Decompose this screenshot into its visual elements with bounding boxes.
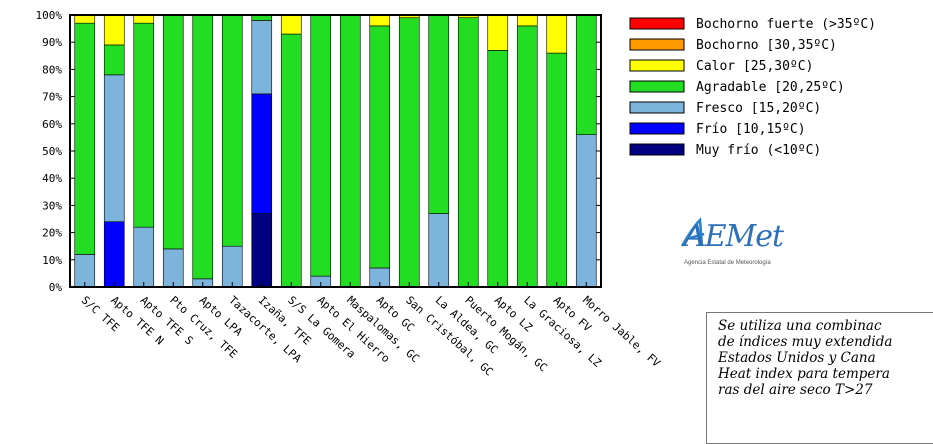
- bar-segment: [103, 74, 125, 223]
- bar-segment: [221, 14, 243, 247]
- bar-segment: [221, 245, 243, 288]
- bar-segment: [457, 17, 479, 288]
- bar-segment: [74, 14, 96, 24]
- aemet-logo: AEMet Agencia Estatal de Meteorología: [680, 217, 785, 266]
- bar-segment: [369, 25, 391, 269]
- bar-segment: [251, 93, 273, 214]
- bar-segment: [310, 14, 332, 277]
- note-text: Se utiliza una combinac de índices muy e…: [718, 318, 893, 398]
- legend: Bochorno fuerte (>35ºC) Bochorno [30,35ºC…: [629, 17, 876, 158]
- y-tick-label: 90%: [42, 36, 62, 49]
- legend-label: Bochorno fuerte (>35ºC): [696, 17, 876, 32]
- bar-segment: [575, 134, 597, 288]
- legend-swatch: [629, 122, 685, 135]
- bar-segment: [339, 14, 361, 288]
- bar-segment: [162, 248, 184, 288]
- logo-subtitle: Agencia Estatal de Meteorología: [684, 260, 771, 266]
- y-axis-ticks: 0% 10% 20% 30% 40% 50% 60% 70% 80% 90% 100%: [36, 9, 601, 294]
- bar-segment: [74, 22, 96, 255]
- legend-swatch: [629, 80, 685, 93]
- bar-segment: [398, 17, 420, 288]
- legend-label: Agradable [20,25ºC): [696, 80, 845, 95]
- y-tick-label: 40%: [42, 172, 62, 185]
- legend-label: Muy frío (<10ºC): [696, 143, 821, 158]
- bar-segment: [280, 33, 302, 288]
- bar-segment: [162, 14, 184, 250]
- logo-swoosh-icon: [680, 217, 705, 247]
- bar-segment: [516, 25, 538, 288]
- y-tick-label: 10%: [42, 254, 62, 267]
- bar-segment: [280, 14, 302, 35]
- bar-segment: [133, 226, 155, 288]
- bar-segment: [546, 52, 568, 288]
- bar-segment: [369, 14, 391, 27]
- bar-segment: [133, 22, 155, 228]
- bar-segment: [251, 213, 273, 288]
- bar-segment: [546, 14, 568, 54]
- legend-swatch: [629, 38, 685, 51]
- bar-segment: [103, 44, 125, 76]
- y-tick-label: 70%: [42, 91, 62, 104]
- legend-swatch: [629, 59, 685, 72]
- y-tick-label: 30%: [42, 199, 62, 212]
- legend-label: Frío [10,15ºC): [696, 122, 806, 137]
- bar-segment: [103, 221, 125, 288]
- logo-wordmark: AEMet: [681, 219, 785, 254]
- stacked-bar-chart: 0% 10% 20% 30% 40% 50% 60% 70% 80% 90% 100% S/C TF…: [36, 9, 877, 379]
- bar-segment: [133, 14, 155, 24]
- y-tick-label: 0%: [49, 281, 63, 294]
- bars: [74, 14, 597, 288]
- bar-segment: [192, 14, 214, 280]
- y-tick-label: 60%: [42, 118, 62, 131]
- legend-swatch: [629, 143, 685, 156]
- legend-label: Calor [25,30ºC): [696, 59, 813, 74]
- y-tick-label: 20%: [42, 227, 62, 240]
- bar-segment: [103, 14, 125, 46]
- bar-segment: [251, 20, 273, 95]
- y-tick-label: 50%: [42, 145, 62, 158]
- legend-label: Bochorno [30,35ºC): [696, 38, 837, 53]
- bar-segment: [428, 213, 450, 288]
- plot-frame: [69, 14, 602, 288]
- legend-swatch: [629, 17, 685, 30]
- bar-segment: [516, 14, 538, 27]
- legend-swatch: [629, 101, 685, 114]
- y-tick-label: 80%: [42, 63, 62, 76]
- bar-segment: [575, 14, 597, 135]
- bar-segment: [487, 14, 509, 51]
- y-tick-label: 100%: [36, 9, 63, 22]
- legend-label: Fresco [15,20ºC): [696, 101, 821, 116]
- bar-segment: [428, 14, 450, 214]
- bar-segment: [487, 50, 509, 288]
